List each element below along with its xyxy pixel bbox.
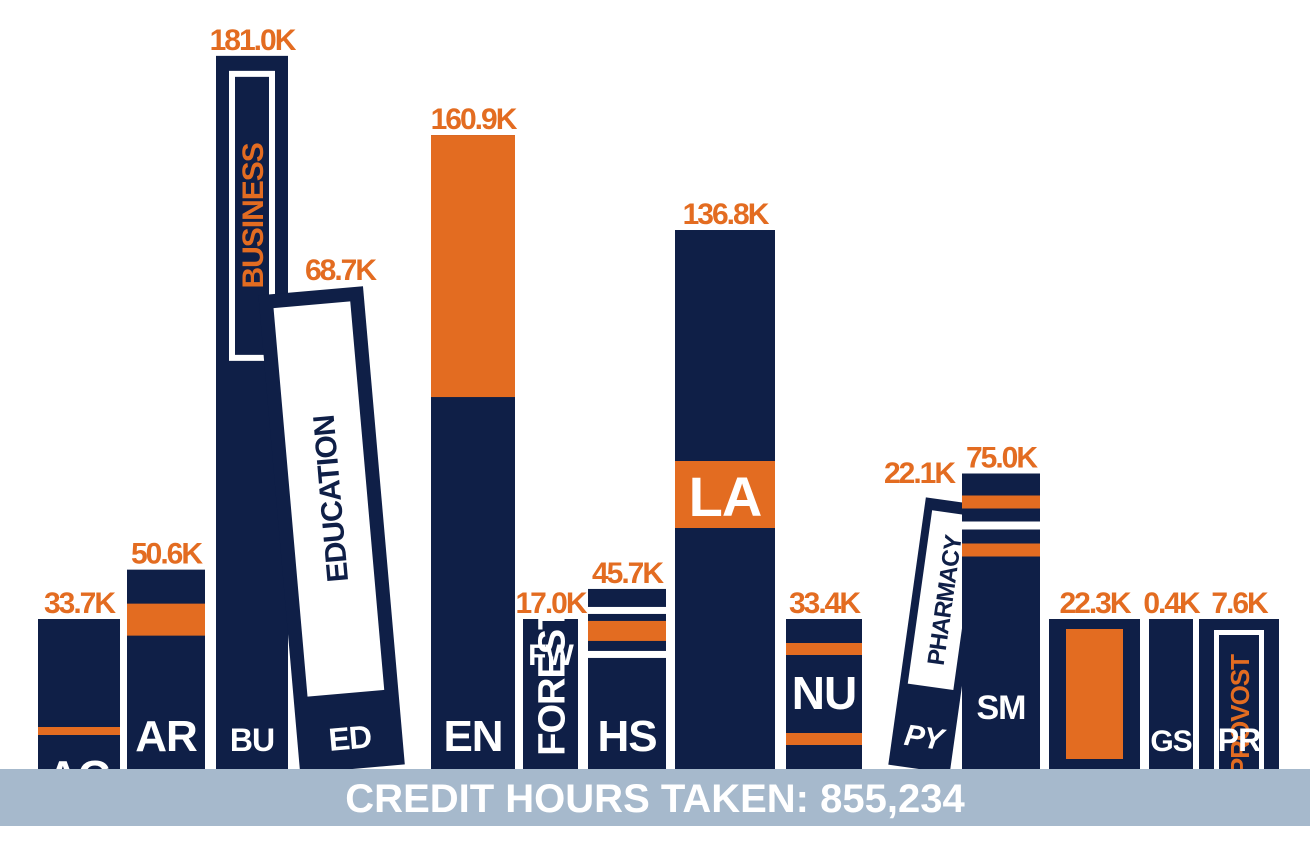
bars-layer: AGARBUSINESSBUEDUCATIONEDENFWFORESTRYHSL… (38, 55, 1279, 820)
bar-en-code: EN (443, 712, 502, 761)
value-label-pr: 7.6K (1211, 587, 1269, 620)
bar-en-top-block (431, 135, 515, 398)
bar-nu: NU (786, 619, 862, 769)
value-label-la: 136.8K (683, 198, 770, 231)
bar-la: LA (675, 230, 775, 769)
bar-fw-code: FW (528, 639, 574, 672)
bar-ed-code: ED (327, 718, 372, 758)
value-label-fw: 17.0K (515, 587, 587, 620)
bar-ag-stripe-top (38, 727, 120, 735)
bar-ag-spine (38, 619, 120, 769)
bar-pr-code: PR (1218, 722, 1261, 758)
footer-banner (0, 769, 1310, 826)
bar-bu-code: BU (230, 722, 274, 758)
bar-hs-stripe-3 (588, 650, 666, 658)
bar-hs-spine (588, 588, 666, 769)
bar-en: EN (431, 135, 515, 769)
bar-nu-code: NU (792, 667, 856, 719)
value-label-py: 22.1K (884, 457, 956, 490)
bar-sm: SM (962, 473, 1040, 769)
value-label-ed: 68.7K (305, 254, 377, 287)
bar-nu-stripe-top (786, 643, 862, 655)
value-label-nu: 33.4K (789, 587, 861, 620)
bar-bu-spine-title: BUSINESS (237, 143, 270, 288)
value-label-gs: 0.4K (1143, 587, 1201, 620)
bar-gs: GS (1149, 619, 1193, 769)
bar-fw-spine (523, 619, 578, 769)
bar-sm-stripe-1 (962, 495, 1040, 509)
bar-nu-stripe-bottom (786, 733, 862, 745)
value-label-sm: 75.0K (966, 442, 1038, 475)
bar-sm-stripe-2 (962, 521, 1040, 530)
bar-hs-stripe-2 (588, 620, 666, 641)
bar-bu: BUSINESS BU (216, 55, 288, 770)
bar-ar-spine (127, 569, 205, 769)
bar-ar-code: AR (135, 712, 197, 761)
bar-pr-label-inner (1219, 635, 1259, 795)
bar-la-band (675, 461, 775, 529)
value-label-hs: 45.7K (592, 557, 664, 590)
value-label-en: 160.9K (431, 103, 518, 136)
bar-ar-band (127, 603, 205, 636)
value-label-ar: 50.6K (131, 538, 203, 571)
bar-hs: HS (588, 588, 666, 769)
bar-sm-stripe-3 (962, 543, 1040, 557)
bar-vm-panel (1066, 629, 1123, 759)
credit-hours-total: CREDIT HOURS TAKEN: 855,234 (345, 777, 965, 821)
bar-py-label-panel (907, 510, 978, 691)
bar-hs-stripe-1 (588, 606, 666, 614)
bar-hs-code: HS (597, 712, 656, 761)
bar-gs-code: GS (1150, 725, 1191, 758)
value-label-bu: 181.0K (210, 24, 297, 57)
bar-pr-spine-title: PROVOST (1225, 654, 1255, 775)
bar-ed-label-panel (273, 301, 385, 697)
bar-sm-code: SM (977, 689, 1026, 727)
bar-fw-spine-title: FORESTRY (532, 558, 574, 756)
value-label-ag: 33.7K (44, 587, 116, 620)
bar-gs-spine (1149, 619, 1193, 769)
value-label-vm: 22.3K (1059, 587, 1131, 620)
bar-ar: AR (127, 569, 205, 769)
bar-la-code: LA (689, 465, 762, 528)
